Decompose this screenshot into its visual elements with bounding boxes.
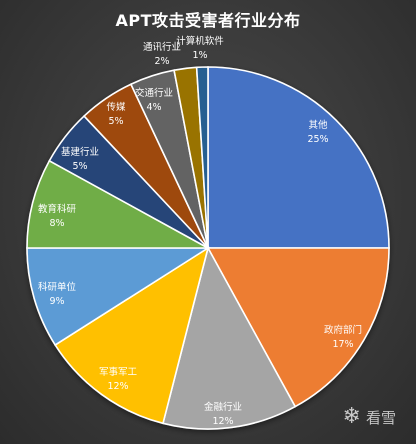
slice-label-3: 金融行业 xyxy=(204,401,242,413)
snowflake-icon: ❄ xyxy=(342,404,361,429)
slice-value-1: 25% xyxy=(307,134,328,145)
slice-value-8: 5% xyxy=(108,116,123,127)
slice-value-2: 17% xyxy=(332,339,353,350)
slice-value-3: 12% xyxy=(212,416,233,427)
chart-title: APT攻击受害者行业分布 xyxy=(115,11,301,30)
pie-slice-5 xyxy=(26,247,211,347)
slice-label-1: 其他 xyxy=(308,119,328,131)
slice-value-4: 12% xyxy=(107,381,128,392)
slice-value-10: 2% xyxy=(154,56,169,67)
slice-value-9: 4% xyxy=(146,102,161,113)
slice-label-8: 传媒 xyxy=(106,101,126,113)
watermark: ❄ 看雪 xyxy=(343,406,396,428)
watermark-text: 看雪 xyxy=(365,408,396,427)
slice-label-7: 基建行业 xyxy=(61,146,99,158)
pie-slice-6 xyxy=(26,159,209,249)
slice-label-9: 交通行业 xyxy=(135,87,173,99)
slice-value-7: 5% xyxy=(72,161,87,172)
slice-value-5: 9% xyxy=(49,296,64,307)
slice-label-6: 教育科研 xyxy=(38,203,77,215)
slice-label-4: 军事军工 xyxy=(99,366,138,378)
pie-slice-2 xyxy=(206,247,390,408)
pie-slice-11 xyxy=(195,66,209,249)
slice-value-6: 8% xyxy=(49,218,64,229)
pie-slice-3 xyxy=(162,245,297,430)
pie-slice-1 xyxy=(207,66,390,249)
slice-label-10: 通讯行业 xyxy=(143,41,181,53)
slice-label-5: 科研单位 xyxy=(38,281,77,293)
slice-value-11: 1% xyxy=(192,50,207,61)
pie-slice-4 xyxy=(54,246,210,425)
slice-label-11: 计算机软件 xyxy=(176,35,224,47)
slice-label-2: 政府部门 xyxy=(324,324,362,336)
